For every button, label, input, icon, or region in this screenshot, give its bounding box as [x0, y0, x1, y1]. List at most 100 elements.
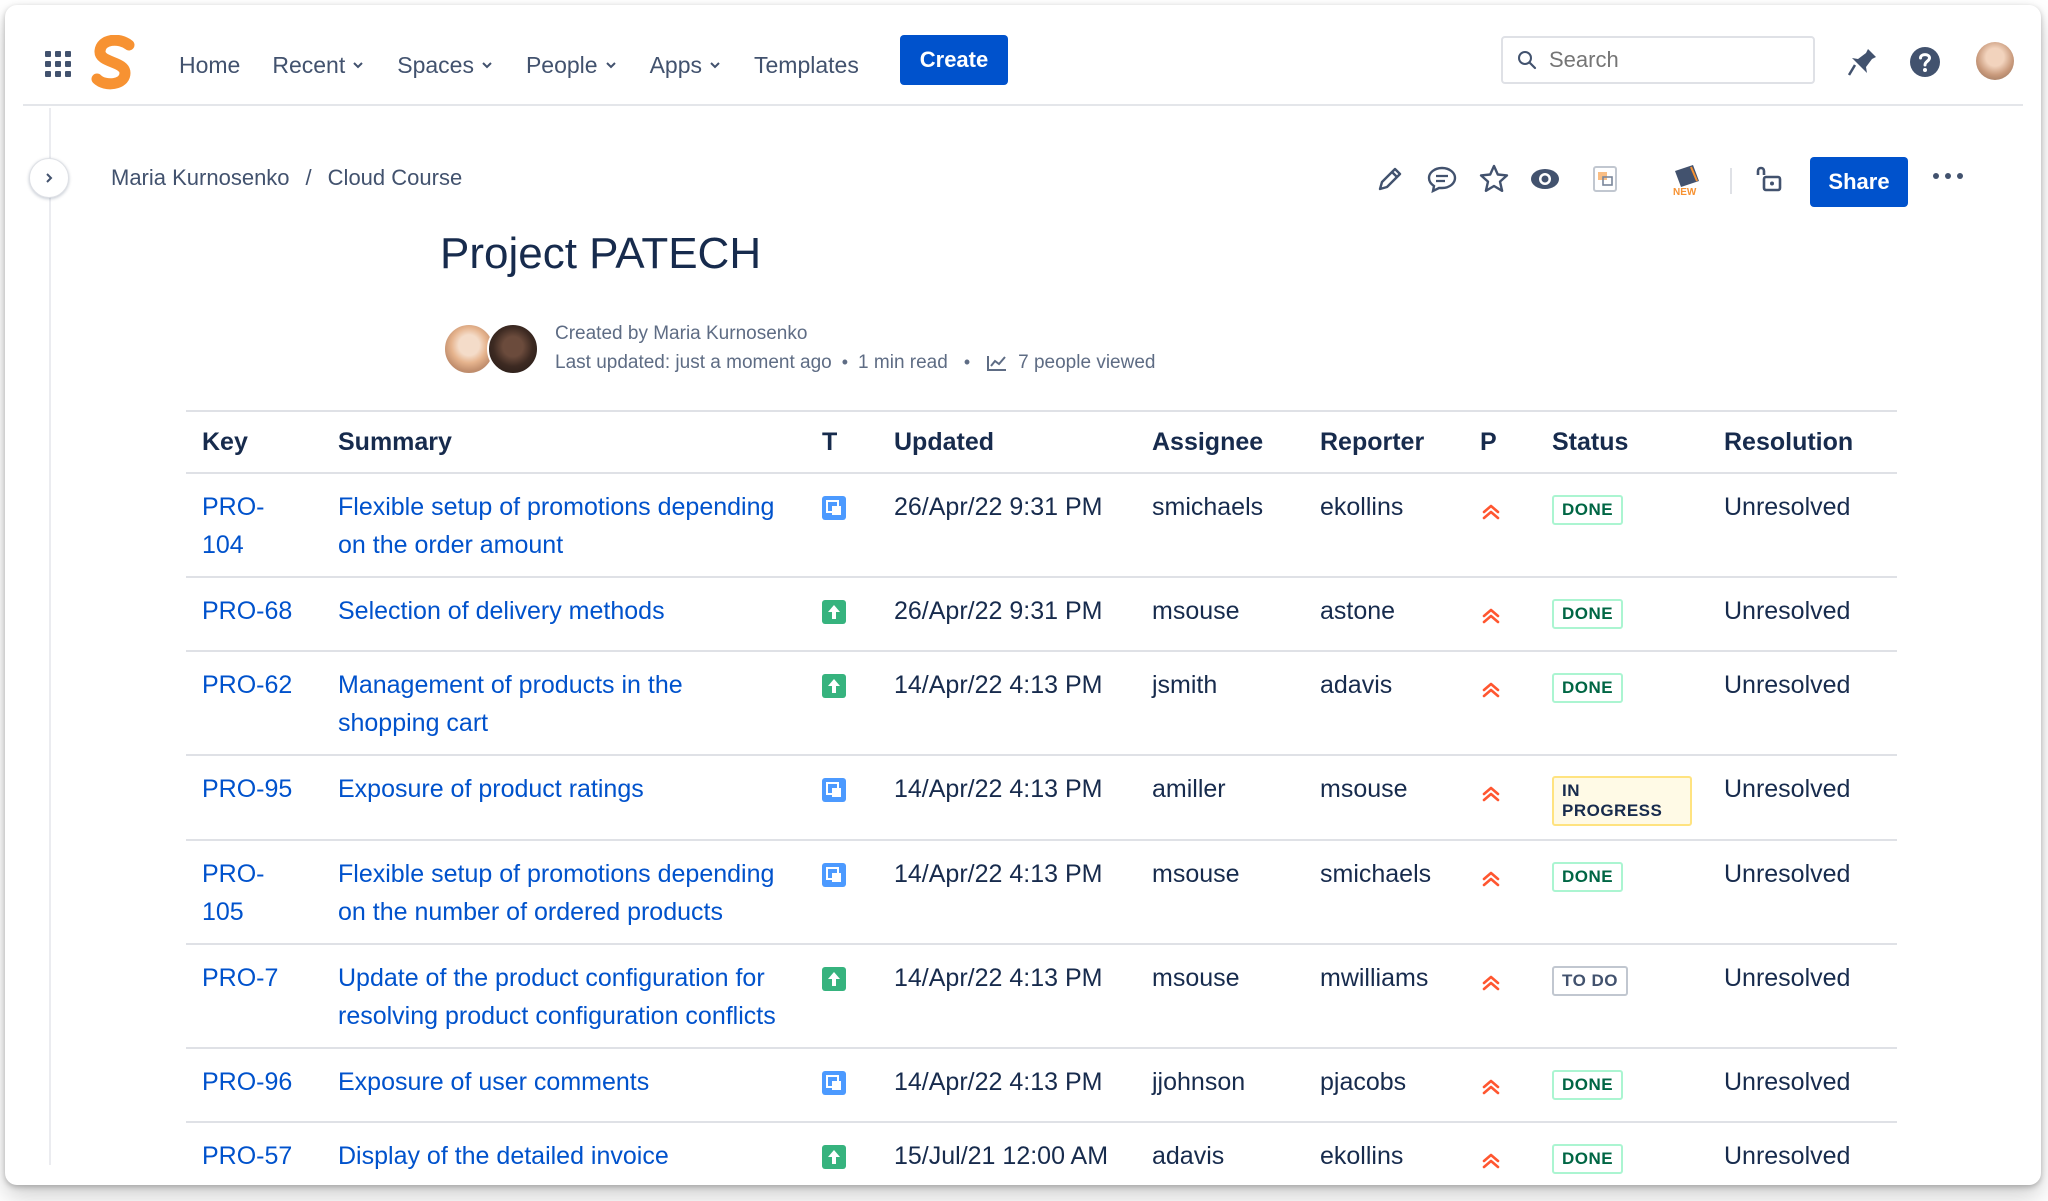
- more-actions-icon[interactable]: [1933, 173, 1963, 179]
- nav-recent[interactable]: Recent: [272, 45, 365, 85]
- issue-summary-link[interactable]: Selection of delivery methods: [338, 597, 665, 625]
- created-by[interactable]: Created by Maria Kurnosenko: [555, 323, 808, 344]
- notifications-icon[interactable]: [1846, 45, 1880, 79]
- app-switcher-icon[interactable]: [45, 51, 71, 77]
- issue-summary-link[interactable]: Exposure of product ratings: [338, 775, 644, 803]
- status-badge: IN PROGRESS: [1552, 776, 1692, 826]
- nav-templates-label: Templates: [754, 51, 859, 78]
- product-logo-icon[interactable]: [91, 35, 137, 91]
- resolution-cell: Unresolved: [1708, 840, 1897, 945]
- edit-pencil-icon[interactable]: [1374, 163, 1406, 195]
- column-header-priority[interactable]: P: [1464, 410, 1536, 474]
- search-icon: [1518, 51, 1537, 70]
- table-row: PRO-68 Selection of delivery methods 26/Ap…: [186, 577, 1897, 652]
- column-header-type[interactable]: T: [806, 410, 878, 474]
- column-header-assignee[interactable]: Assignee: [1136, 410, 1304, 474]
- star-icon[interactable]: [1478, 163, 1510, 195]
- issue-key-link[interactable]: PRO-62: [202, 671, 293, 699]
- updated-cell: 26/Apr/22 9:31 PM: [878, 473, 1136, 578]
- resolution-cell: Unresolved: [1708, 473, 1897, 578]
- issue-key-link[interactable]: PRO-57: [202, 1142, 293, 1170]
- column-header-updated[interactable]: Updated: [878, 410, 1136, 474]
- resolution-cell: Unresolved: [1708, 651, 1897, 756]
- assignee-cell: amiller: [1136, 755, 1304, 841]
- issue-key-link[interactable]: PRO-68: [202, 597, 293, 625]
- restrictions-lock-icon[interactable]: [1753, 163, 1785, 195]
- priority-highest-icon: [1480, 674, 1502, 698]
- new-feature-icon[interactable]: NEW: [1669, 161, 1705, 197]
- main-nav: Home Recent Spaces People Apps Templates: [179, 45, 891, 85]
- reporter-cell: ekollins: [1304, 1122, 1464, 1185]
- issue-summary-link[interactable]: Flexible setup of promotions depending o…: [338, 860, 775, 926]
- priority-highest-icon: [1480, 496, 1502, 520]
- assignee-cell: msouse: [1136, 944, 1304, 1049]
- breadcrumb-page[interactable]: Cloud Course: [327, 165, 463, 190]
- share-button[interactable]: Share: [1810, 157, 1908, 207]
- breadcrumb-space[interactable]: Maria Kurnosenko: [111, 165, 290, 190]
- column-header-key[interactable]: Key: [186, 410, 322, 474]
- column-header-status[interactable]: Status: [1536, 410, 1708, 474]
- resolution-cell: Unresolved: [1708, 944, 1897, 1049]
- expand-sidebar-button[interactable]: [29, 158, 69, 198]
- analytics-chart-icon[interactable]: [986, 354, 1008, 372]
- issue-summary-link[interactable]: Update of the product configuration for …: [338, 964, 776, 1030]
- table-row: PRO-96 Exposure of user comments 14/Apr/22…: [186, 1048, 1897, 1123]
- nav-apps[interactable]: Apps: [650, 45, 722, 85]
- issue-summary-link[interactable]: Display of the detailed invoice: [338, 1142, 669, 1170]
- page-title: Project PATECH: [440, 229, 762, 278]
- table-body: PRO-104 Flexible setup of promotions depe…: [186, 473, 1897, 1185]
- status-badge: DONE: [1552, 1070, 1624, 1100]
- column-header-reporter[interactable]: Reporter: [1304, 410, 1464, 474]
- column-header-resolution[interactable]: Resolution: [1708, 410, 1897, 474]
- nav-people[interactable]: People: [526, 45, 618, 85]
- create-button[interactable]: Create: [900, 35, 1008, 85]
- resolution-cell: Unresolved: [1708, 1048, 1897, 1123]
- column-header-summary[interactable]: Summary: [322, 410, 806, 474]
- status-badge: DONE: [1552, 599, 1624, 629]
- last-updated: Last updated: just a moment ago: [555, 352, 832, 373]
- actions-divider: [1730, 168, 1732, 194]
- priority-highest-icon: [1480, 1145, 1502, 1169]
- updated-cell: 14/Apr/22 4:13 PM: [878, 651, 1136, 756]
- user-avatar[interactable]: [1976, 42, 2014, 80]
- avatar[interactable]: [487, 323, 539, 375]
- issue-summary-link[interactable]: Exposure of user comments: [338, 1068, 650, 1096]
- help-icon[interactable]: [1908, 45, 1942, 79]
- watch-eye-icon[interactable]: [1529, 163, 1561, 195]
- nav-home[interactable]: Home: [179, 45, 240, 85]
- story-type-icon: [822, 967, 846, 991]
- table-header-row: Key Summary T Updated Assignee Reporter …: [186, 410, 1897, 474]
- updated-cell: 26/Apr/22 9:31 PM: [878, 577, 1136, 652]
- chevron-down-icon: [482, 62, 492, 69]
- avatar[interactable]: [443, 323, 495, 375]
- issue-key-link[interactable]: PRO-104: [202, 493, 265, 559]
- issue-key-link[interactable]: PRO-105: [202, 860, 265, 926]
- issue-summary-link[interactable]: Flexible setup of promotions depending o…: [338, 493, 775, 559]
- updated-cell: 14/Apr/22 4:13 PM: [878, 1048, 1136, 1123]
- search-box[interactable]: [1501, 36, 1815, 84]
- resolution-cell: Unresolved: [1708, 1122, 1897, 1185]
- comment-icon[interactable]: [1426, 163, 1458, 195]
- read-time: 1 min read: [858, 352, 948, 373]
- search-input[interactable]: [1549, 47, 1789, 73]
- story-type-icon: [822, 674, 846, 698]
- viewers-count[interactable]: 7 people viewed: [1018, 352, 1156, 373]
- app-window: Home Recent Spaces People Apps Templates…: [5, 5, 2041, 1185]
- page-app-icon[interactable]: [1589, 163, 1621, 195]
- status-badge: DONE: [1552, 1144, 1624, 1174]
- issue-summary-link[interactable]: Management of products in the shopping c…: [338, 671, 683, 737]
- story-type-icon: [822, 600, 846, 624]
- nav-spaces[interactable]: Spaces: [397, 45, 494, 85]
- issue-key-link[interactable]: PRO-7: [202, 964, 279, 992]
- svg-text:NEW: NEW: [1673, 187, 1697, 197]
- reporter-cell: adavis: [1304, 651, 1464, 756]
- subtask-type-icon: [822, 496, 846, 520]
- reporter-cell: ekollins: [1304, 473, 1464, 578]
- nav-templates[interactable]: Templates: [754, 45, 859, 85]
- reporter-cell: astone: [1304, 577, 1464, 652]
- issue-key-link[interactable]: PRO-96: [202, 1068, 293, 1096]
- issue-key-link[interactable]: PRO-95: [202, 775, 293, 803]
- status-badge: TO DO: [1552, 966, 1629, 996]
- assignee-cell: msouse: [1136, 840, 1304, 945]
- priority-highest-icon: [1480, 778, 1502, 802]
